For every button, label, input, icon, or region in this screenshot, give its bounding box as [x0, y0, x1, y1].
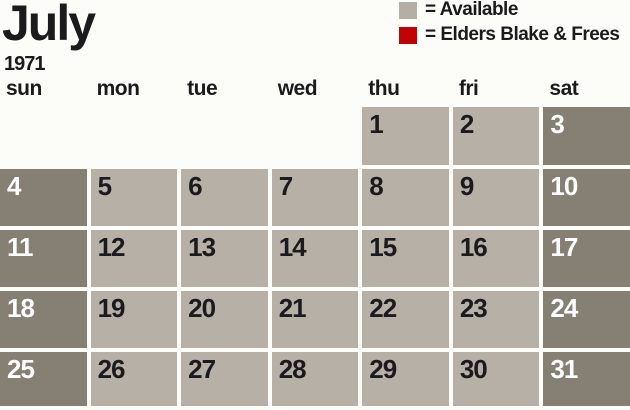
weekday-label-thu: thu [368, 77, 400, 100]
empty-cell [91, 107, 178, 165]
weekday-label-mon: mon [96, 77, 140, 100]
day-cell-17[interactable]: 17 [543, 230, 630, 287]
elders-swatch-icon [399, 26, 417, 44]
day-cell-26[interactable]: 26 [90, 352, 178, 406]
legend-item-available: = Available [399, 0, 619, 20]
day-cell-6[interactable]: 6 [181, 169, 268, 226]
day-cell-11[interactable]: 11 [0, 230, 87, 287]
day-cell-28[interactable]: 28 [271, 352, 359, 406]
empty-cell [0, 107, 87, 165]
weekday-header-row: sun mon tue wed thu fri sat [0, 77, 630, 101]
day-cell-23[interactable]: 23 [452, 291, 540, 348]
day-cell-8[interactable]: 8 [362, 169, 449, 226]
day-cell-18[interactable]: 18 [0, 291, 87, 348]
day-cell-21[interactable]: 21 [271, 291, 359, 348]
day-cell-29[interactable]: 29 [362, 352, 449, 406]
day-cell-13[interactable]: 13 [181, 230, 268, 287]
weekday-label-fri: fri [458, 77, 479, 100]
day-cell-15[interactable]: 15 [362, 230, 449, 287]
day-cell-16[interactable]: 16 [452, 230, 540, 287]
day-cell-27[interactable]: 27 [181, 352, 268, 406]
day-cell-2[interactable]: 2 [452, 107, 540, 165]
calendar-grid: 1 2 3 4 5 6 7 8 9 10 11 12 13 14 15 16 17 18 19 20 21 22 23 24 2… [0, 107, 630, 406]
day-cell-24[interactable]: 24 [543, 291, 630, 348]
year-label: 1971 [4, 53, 45, 75]
day-cell-4[interactable]: 4 [0, 169, 87, 226]
weekday-label-wed: wed [277, 77, 318, 100]
day-cell-5[interactable]: 5 [90, 169, 178, 226]
day-cell-30[interactable]: 30 [452, 352, 540, 406]
weekday-label-sat: sat [549, 77, 579, 100]
empty-cell [272, 107, 359, 165]
day-cell-7[interactable]: 7 [271, 169, 359, 226]
legend-item-elders: = Elders Blake & Frees [399, 24, 620, 45]
legend-label-elders: = Elders Blake & Frees [425, 24, 620, 45]
weekday-label-sun: sun [6, 77, 42, 100]
legend: = Available = Elders Blake & Frees [399, 0, 620, 51]
month-title: July [2, 0, 96, 51]
available-swatch-icon [399, 1, 417, 19]
day-cell-1[interactable]: 1 [362, 107, 449, 165]
day-cell-22[interactable]: 22 [362, 291, 449, 348]
legend-label-available: = Available [425, 0, 518, 20]
day-cell-3[interactable]: 3 [543, 107, 630, 165]
day-cell-10[interactable]: 10 [543, 169, 630, 226]
day-cell-9[interactable]: 9 [452, 169, 540, 226]
day-cell-14[interactable]: 14 [271, 230, 359, 287]
day-cell-12[interactable]: 12 [90, 230, 178, 287]
empty-cell [181, 107, 268, 165]
day-cell-20[interactable]: 20 [181, 291, 268, 348]
day-cell-19[interactable]: 19 [90, 291, 178, 348]
day-cell-25[interactable]: 25 [0, 352, 87, 406]
weekday-label-tue: tue [187, 77, 218, 100]
day-cell-31[interactable]: 31 [543, 352, 630, 406]
